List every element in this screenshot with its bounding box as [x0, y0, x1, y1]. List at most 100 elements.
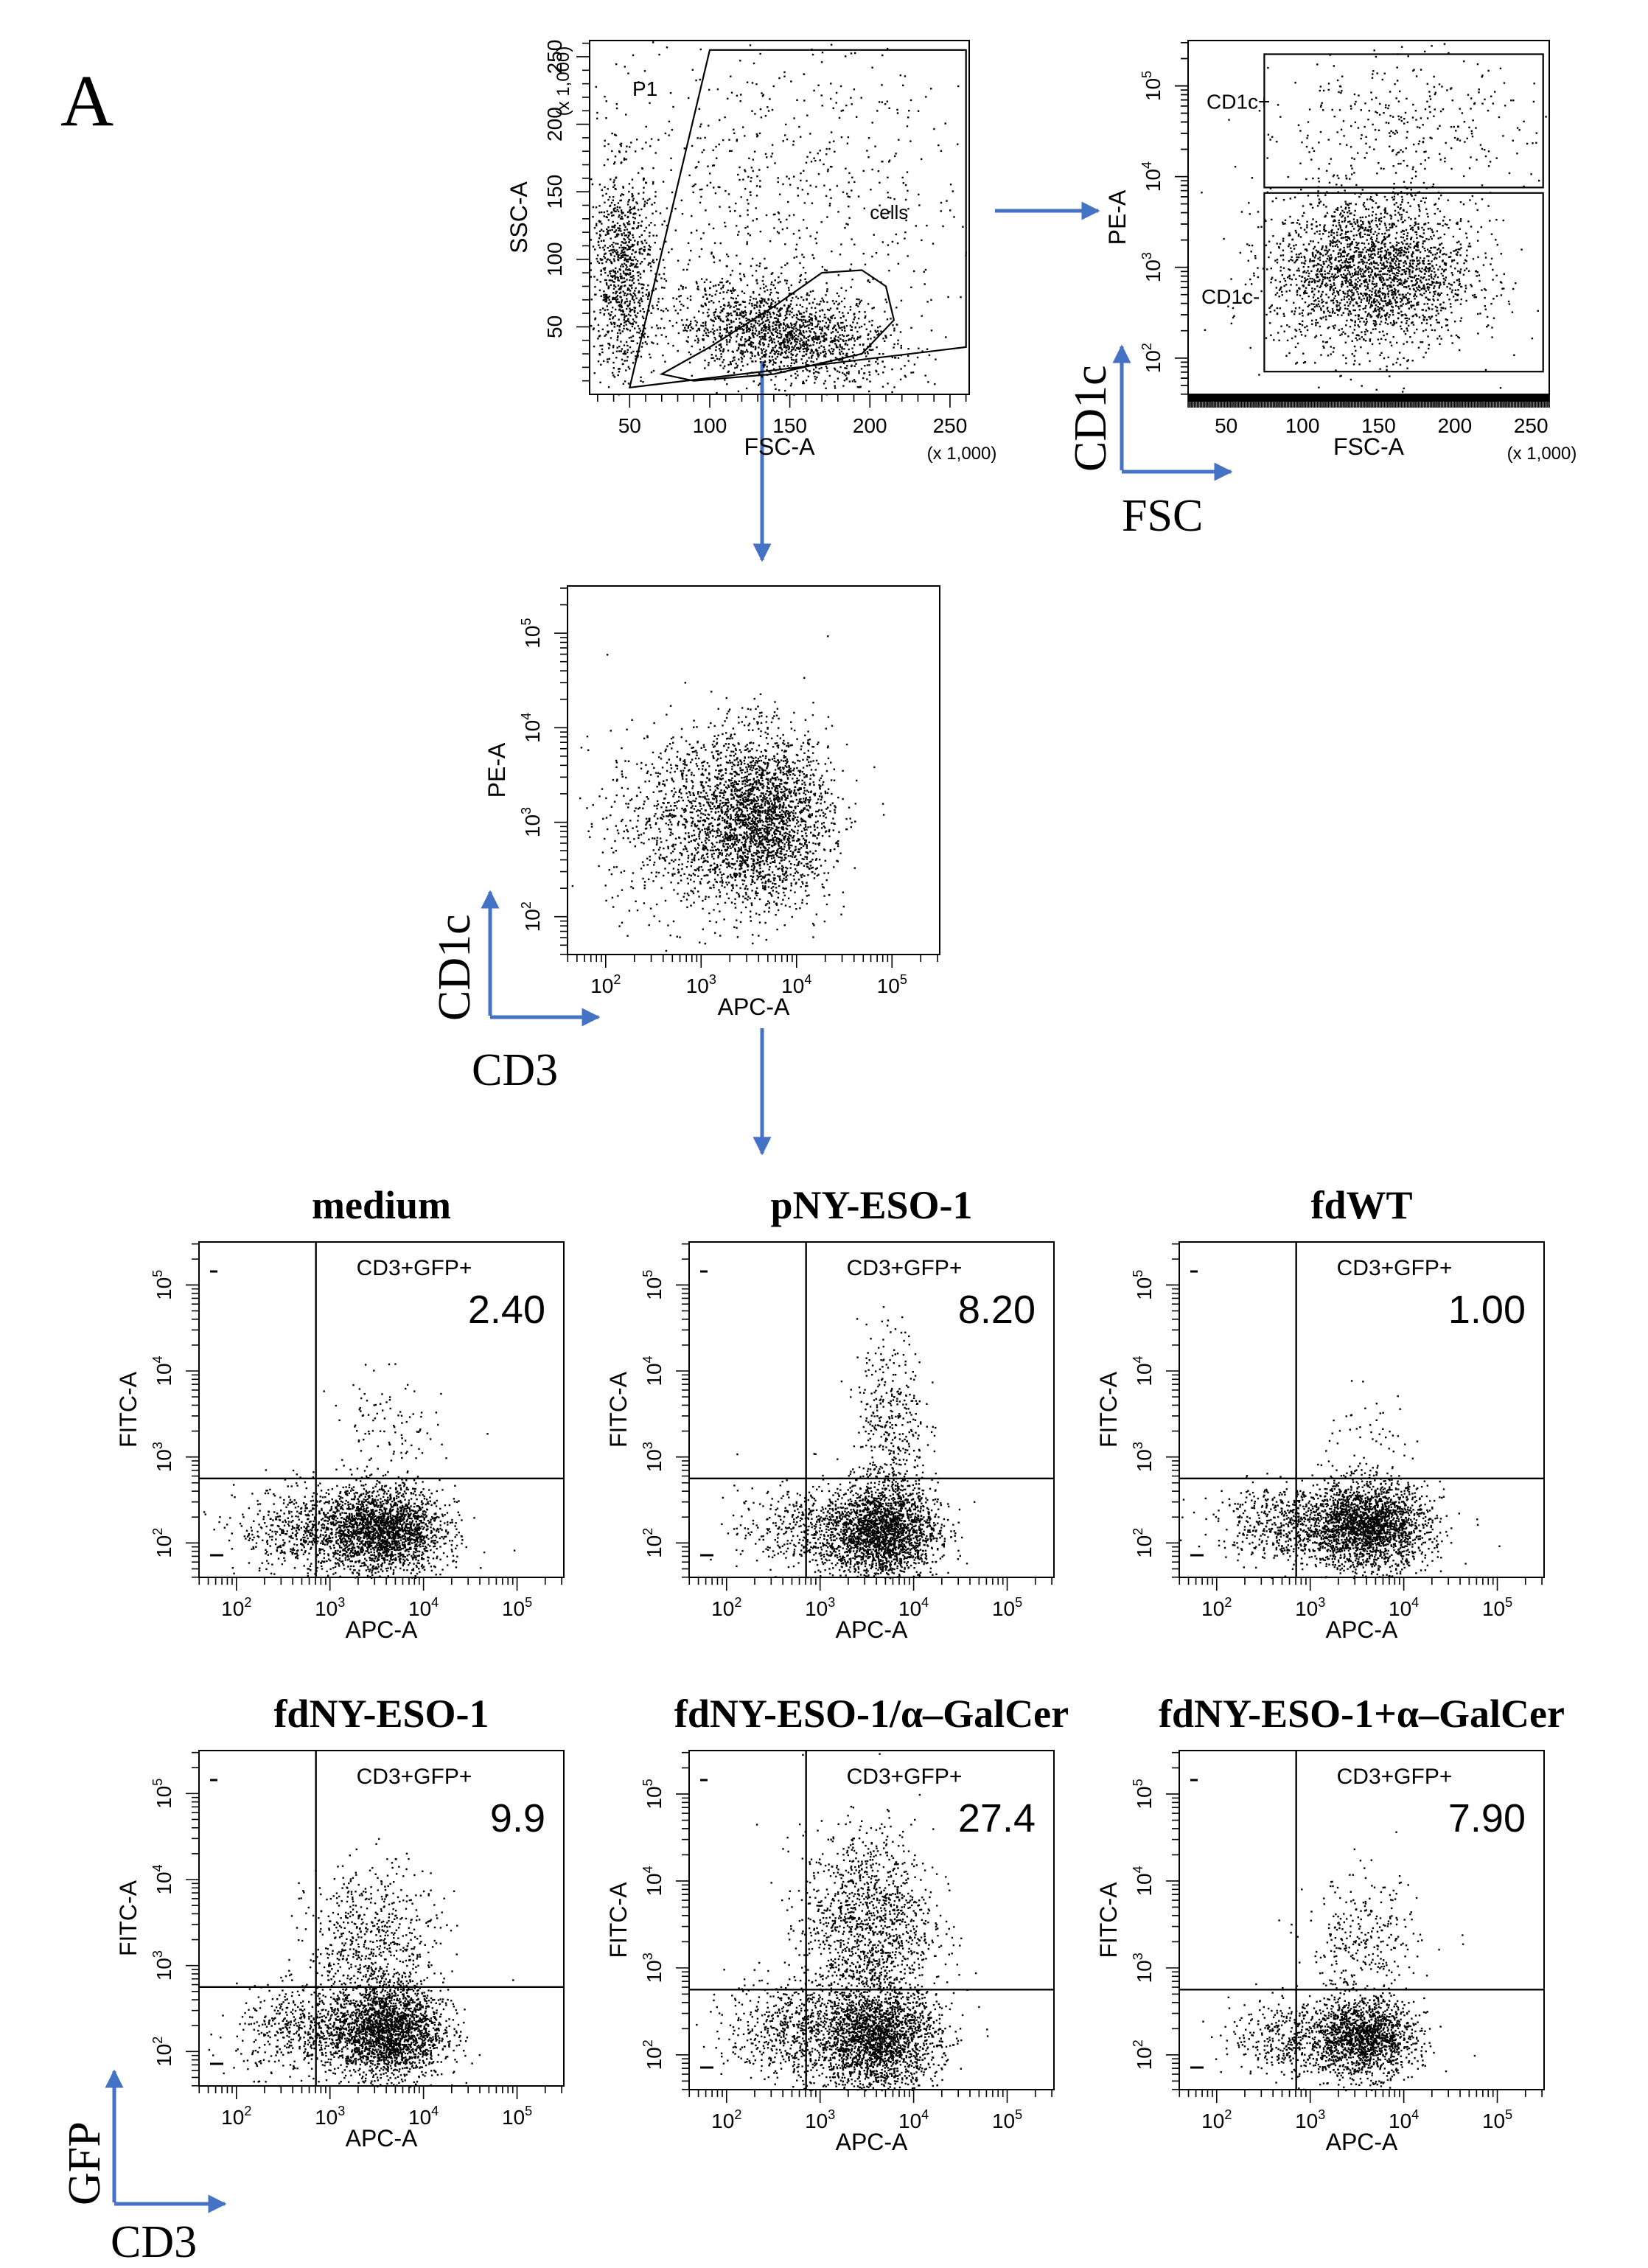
data-point — [611, 324, 612, 325]
data-point — [765, 327, 767, 329]
data-point — [861, 326, 862, 327]
data-point — [842, 315, 844, 316]
data-point — [649, 245, 650, 246]
data-point — [612, 242, 614, 243]
data-point — [657, 327, 659, 329]
data-point — [839, 349, 840, 350]
data-point — [690, 296, 691, 297]
data-point — [707, 312, 708, 313]
data-point — [726, 332, 727, 333]
data-point — [628, 383, 629, 384]
data-point — [639, 214, 640, 216]
data-point — [724, 304, 725, 306]
data-point — [879, 326, 881, 327]
data-point — [796, 341, 797, 343]
data-point — [770, 305, 772, 307]
data-point — [806, 338, 807, 339]
data-point — [849, 380, 851, 382]
data-point — [738, 347, 739, 349]
data-point — [629, 302, 630, 304]
data-point — [638, 172, 639, 173]
data-point — [618, 371, 620, 372]
data-point — [785, 325, 786, 327]
data-point — [626, 352, 628, 353]
data-point — [828, 345, 830, 346]
data-point — [634, 312, 635, 313]
data-point — [834, 317, 836, 318]
data-point — [604, 272, 606, 273]
data-point — [603, 256, 604, 257]
data-point — [694, 320, 696, 321]
data-point — [598, 221, 600, 223]
data-point — [601, 349, 603, 350]
data-point — [814, 332, 816, 334]
data-point — [780, 315, 781, 316]
data-point — [601, 229, 602, 231]
data-point — [787, 365, 789, 366]
data-point — [669, 320, 671, 321]
data-point — [610, 273, 611, 274]
data-point — [599, 382, 601, 383]
data-point — [846, 335, 848, 337]
data-point — [811, 355, 813, 356]
data-point — [791, 312, 792, 313]
data-point — [614, 204, 615, 206]
data-point — [723, 308, 725, 310]
data-point — [736, 302, 737, 304]
data-point — [837, 370, 838, 371]
data-point — [641, 148, 643, 150]
data-point — [830, 353, 831, 355]
data-point — [602, 247, 604, 248]
data-point — [668, 343, 669, 344]
data-point — [599, 234, 601, 235]
data-point — [800, 296, 802, 298]
data-point — [741, 357, 742, 358]
data-point — [806, 294, 808, 296]
data-point — [780, 342, 781, 343]
data-point — [775, 358, 776, 360]
data-point — [856, 322, 858, 324]
data-point — [876, 346, 877, 348]
data-point — [629, 315, 631, 316]
data-point — [610, 245, 611, 247]
data-point — [767, 346, 769, 347]
data-point — [854, 316, 856, 318]
data-point — [629, 337, 630, 338]
data-point — [756, 306, 758, 307]
data-point — [638, 279, 639, 281]
data-point — [741, 290, 743, 292]
data-point — [613, 367, 615, 369]
data-point — [612, 374, 614, 376]
data-point — [753, 335, 754, 336]
data-point — [599, 345, 601, 346]
data-point — [820, 301, 821, 302]
data-point — [593, 206, 594, 208]
data-point — [712, 328, 713, 329]
data-point — [763, 304, 764, 306]
data-point — [632, 249, 634, 251]
data-point — [742, 329, 744, 331]
data-point — [708, 315, 709, 316]
data-point — [611, 244, 612, 245]
data-point — [792, 308, 793, 310]
data-point — [754, 304, 755, 306]
data-point — [845, 290, 847, 291]
data-point — [830, 307, 831, 309]
data-point — [795, 330, 797, 332]
data-point — [795, 296, 797, 297]
data-point — [598, 353, 600, 355]
data-point — [856, 331, 858, 332]
data-point — [759, 307, 761, 308]
data-point — [842, 339, 843, 341]
data-point — [621, 233, 622, 234]
data-point — [639, 337, 640, 338]
data-point — [627, 237, 629, 238]
data-point — [761, 352, 763, 354]
data-point — [842, 372, 843, 374]
data-point — [642, 381, 643, 383]
data-point — [783, 327, 784, 329]
data-point — [617, 332, 618, 334]
data-point — [884, 366, 885, 368]
data-point — [624, 302, 626, 304]
data-point — [910, 327, 912, 329]
